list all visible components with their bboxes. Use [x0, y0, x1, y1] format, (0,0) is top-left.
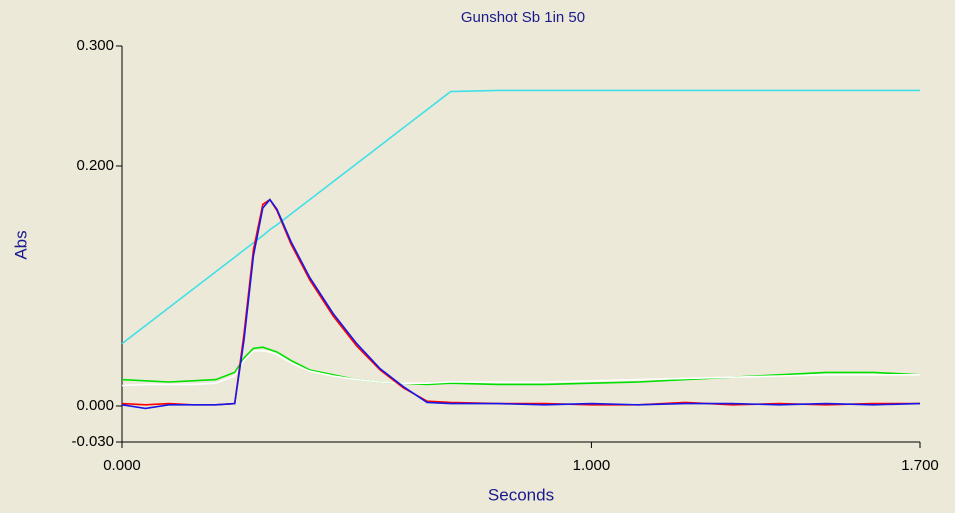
y-tick-label: 0.200 [76, 157, 114, 174]
x-tick-label: 0.000 [103, 457, 141, 474]
y-tick-label: -0.030 [71, 433, 114, 450]
series-line [121, 89, 920, 345]
x-tick-label: 1.000 [573, 457, 611, 474]
series-line [121, 350, 920, 387]
y-tick-label: 0.300 [76, 37, 114, 54]
chart-title: Gunshot Sb 1in 50 [461, 9, 585, 26]
series-line [121, 198, 921, 410]
y-tick-label: 0.000 [76, 397, 114, 414]
x-axis-label: Seconds [488, 485, 554, 504]
x-tick-label: 1.700 [901, 457, 939, 474]
y-axis-label: Abs [11, 230, 30, 259]
